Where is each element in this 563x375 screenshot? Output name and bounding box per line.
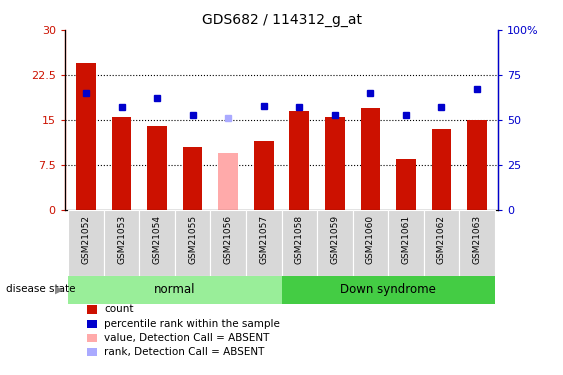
Bar (467, 120, 486, 210)
Text: GSM21052: GSM21052 (82, 215, 91, 264)
Bar (325, 117, 345, 210)
Bar (148, 126, 167, 210)
Text: GSM21055: GSM21055 (188, 215, 197, 264)
Bar (282, 276, 495, 304)
Bar (459, 210, 495, 276)
Text: disease state: disease state (6, 285, 75, 294)
Text: GSM21056: GSM21056 (224, 215, 233, 264)
Text: percentile rank within the sample: percentile rank within the sample (104, 319, 280, 328)
Bar (289, 111, 309, 210)
Text: normal: normal (154, 283, 196, 296)
Text: GSM21060: GSM21060 (366, 215, 375, 264)
Bar (246, 210, 282, 276)
Bar (423, 210, 459, 276)
Text: count: count (104, 304, 133, 314)
Bar (211, 210, 246, 276)
Bar (77, 63, 96, 210)
Text: value, Detection Call = ABSENT: value, Detection Call = ABSENT (104, 333, 270, 343)
Text: GSM21059: GSM21059 (330, 215, 339, 264)
Text: rank, Detection Call = ABSENT: rank, Detection Call = ABSENT (104, 347, 265, 357)
Bar (104, 210, 140, 276)
Bar (432, 129, 451, 210)
Bar (218, 153, 238, 210)
Bar (68, 276, 282, 304)
Bar (396, 159, 415, 210)
Bar (183, 147, 203, 210)
Text: GSM21062: GSM21062 (437, 215, 446, 264)
Bar (140, 210, 175, 276)
Text: GSM21058: GSM21058 (295, 215, 304, 264)
Text: GDS682 / 114312_g_at: GDS682 / 114312_g_at (202, 13, 361, 27)
Text: GSM21063: GSM21063 (472, 215, 481, 264)
Bar (282, 210, 317, 276)
Bar (112, 117, 131, 210)
Bar (360, 108, 380, 210)
Bar (317, 210, 352, 276)
Text: GSM21054: GSM21054 (153, 215, 162, 264)
Text: GSM21061: GSM21061 (401, 215, 410, 264)
Bar (68, 210, 104, 276)
Bar (175, 210, 211, 276)
Text: ▶: ▶ (55, 285, 64, 294)
Bar (352, 210, 388, 276)
Bar (388, 210, 423, 276)
Text: GSM21057: GSM21057 (259, 215, 268, 264)
Text: Down syndrome: Down syndrome (340, 283, 436, 296)
Text: GSM21053: GSM21053 (117, 215, 126, 264)
Bar (254, 141, 274, 210)
